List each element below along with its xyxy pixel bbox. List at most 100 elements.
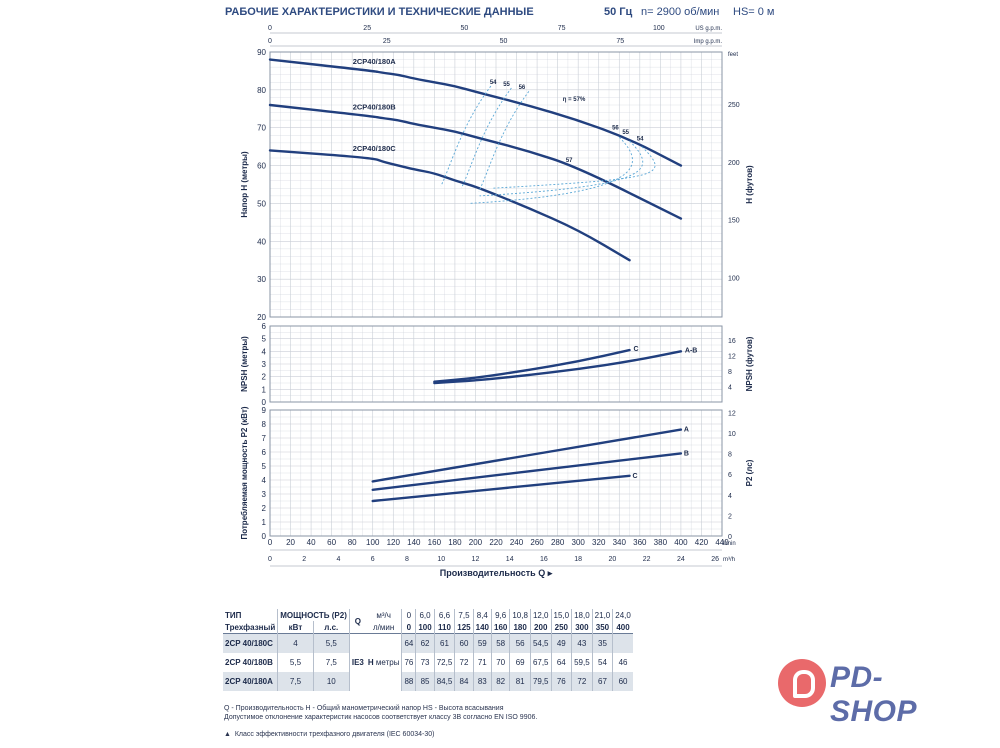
x-unit-label-m3h: m³/h (723, 557, 735, 563)
x-tick-label-m3h: 18 (574, 556, 582, 563)
plot-frame (269, 325, 723, 403)
h-cell: 79,5 (529, 672, 552, 691)
y-tick-label: 5 (262, 462, 267, 471)
table-row: 2CP 40/180C 4 5,5 IE3 H метры 64 62 61 6… (223, 633, 633, 691)
abbreviations-note: Q - Производительность H - Общий маномет… (224, 705, 504, 712)
y-tick-label-right: 0 (728, 534, 732, 541)
h-cell: 76 (550, 672, 572, 691)
y-tick-label: 1 (262, 385, 267, 394)
y-tick-label-right: 10 (728, 431, 736, 438)
x-tick-label: 340 (613, 538, 627, 547)
hp-header: л.с. (312, 621, 350, 634)
h-cell (612, 633, 633, 653)
three-phase-header: Трехфазный (225, 622, 276, 632)
right-unit-label: feet (728, 52, 738, 58)
y-tick-label: 7 (262, 434, 267, 443)
npsh-curve (433, 348, 631, 383)
x-tick-label-m3h: 26 (711, 556, 719, 563)
efficiency-label: 56 (612, 126, 619, 132)
tolerance-note: Допустимое отклонение характеристик насо… (224, 714, 538, 721)
type-header: ТИП (225, 610, 242, 620)
q-cell: 140 (472, 621, 492, 634)
x-tick-label-m3h: 4 (337, 556, 341, 563)
h-cell: 84 (454, 672, 474, 691)
logo-text: PD-SHOP (830, 661, 918, 728)
top-tick-label: 50 (500, 38, 508, 45)
h-cell: 64 (550, 653, 572, 672)
h-cell: 76 (401, 653, 416, 672)
x-tick-label: 260 (530, 538, 544, 547)
q-cell: 9,6 (490, 609, 510, 621)
power-curve (371, 452, 683, 491)
y-tick-label-right: 8 (728, 369, 732, 376)
x-tick-label: 80 (348, 538, 357, 547)
x-tick-label: 200 (469, 538, 483, 547)
curve-label: C (634, 346, 639, 353)
h-cell: 49 (550, 633, 572, 653)
ie3-legend-text: Класс эффективности трехфазного двигател… (234, 731, 435, 738)
y-tick-label: 40 (257, 237, 266, 246)
h-cell: 54,5 (529, 633, 552, 653)
h-cell: 43 (571, 633, 593, 653)
top-unit-label: US g.p.m. (695, 26, 722, 32)
x-tick-label: 0 (268, 538, 273, 547)
y-tick-label-right: 150 (728, 218, 740, 225)
speed-label: n= 2900 об/мин (641, 6, 720, 18)
y-tick-label-right: 12 (728, 410, 736, 417)
model-cell: 2CP 40/180A (225, 677, 273, 686)
x-tick-label-m3h: 20 (609, 556, 617, 563)
y-tick-label: 8 (262, 420, 267, 429)
x-tick-label-m3h: 14 (506, 556, 514, 563)
kw-cell: 5,5 (277, 653, 314, 672)
y-axis-label: Потребляемая мощность P2 (кВт) (240, 406, 249, 539)
x-tick-label: 320 (592, 538, 606, 547)
top-unit-label: Imp g.p.m. (694, 39, 723, 45)
power-curve (371, 428, 683, 483)
ie3-label: IE3 (348, 633, 366, 691)
h-cell: 71 (472, 653, 492, 672)
chart-header: РАБОЧИЕ ХАРАКТЕРИСТИКИ И ТЕХНИЧЕСКИЕ ДАН… (0, 6, 1000, 20)
y-tick-label: 1 (262, 518, 267, 527)
h-cell: 84,5 (433, 672, 455, 691)
table-row: 2CP 40/180A 7,5 10 88 85 84,5 84 83 82 8… (223, 672, 633, 691)
h-cell: 59 (472, 633, 492, 653)
curve-label: B (684, 450, 689, 457)
efficiency-label: 56 (519, 85, 526, 91)
y-tick-label: 3 (262, 490, 267, 499)
y-tick-label-right: 12 (728, 354, 736, 361)
y-tick-label: 20 (257, 313, 266, 322)
efficiency-label: 54 (637, 137, 644, 143)
x-tick-label-m3h: 0 (268, 556, 272, 563)
spec-table: ТИП МОЩНОСТЬ (P2) Q м³/ч 0 6,0 6,6 7,5 8… (223, 609, 633, 691)
top-tick-label: 0 (268, 38, 272, 45)
efficiency-label: η = 57% (563, 97, 586, 103)
h-cell: 35 (591, 633, 613, 653)
x-tick-label-m3h: 8 (405, 556, 409, 563)
q-cell: 24,0 (612, 609, 633, 621)
h-cell: 61 (433, 633, 455, 653)
h-cell: 67,5 (529, 653, 552, 672)
head-curve (268, 103, 683, 220)
efficiency-label: 55 (503, 82, 510, 88)
suction-label: HS= 0 м (733, 6, 775, 18)
table-header-row-1: ТИП МОЩНОСТЬ (P2) Q м³/ч 0 6,0 6,6 7,5 8… (223, 609, 633, 634)
curve-label: 2CP40/180C (353, 144, 397, 153)
y-tick-label: 3 (262, 360, 267, 369)
h-cell: 60 (612, 672, 633, 691)
y-tick-label: 2 (262, 504, 267, 513)
q-cell: 0 (401, 621, 416, 634)
q-cell: 125 (454, 621, 474, 634)
h-cell: 64 (401, 633, 416, 653)
x-tick-label-m3h: 10 (437, 556, 445, 563)
plot-frame (269, 409, 723, 537)
y-tick-label-right: 6 (728, 472, 732, 479)
y-tick-label: 90 (257, 48, 266, 57)
model-cell: 2CP 40/180C (223, 633, 278, 653)
y-tick-label: 6 (262, 322, 267, 331)
table-header-row-2: Трехфазный кВт л.с. л/мин 0 100 110 125 … (223, 621, 633, 634)
x-axis-title: Производительность Q ▸ (440, 568, 553, 578)
y-tick-label-right: 2 (728, 513, 732, 520)
y-axis-label-right: P2 (лс) (745, 459, 754, 486)
npsh-curve (433, 350, 683, 385)
q-cell: 100 (415, 621, 435, 634)
